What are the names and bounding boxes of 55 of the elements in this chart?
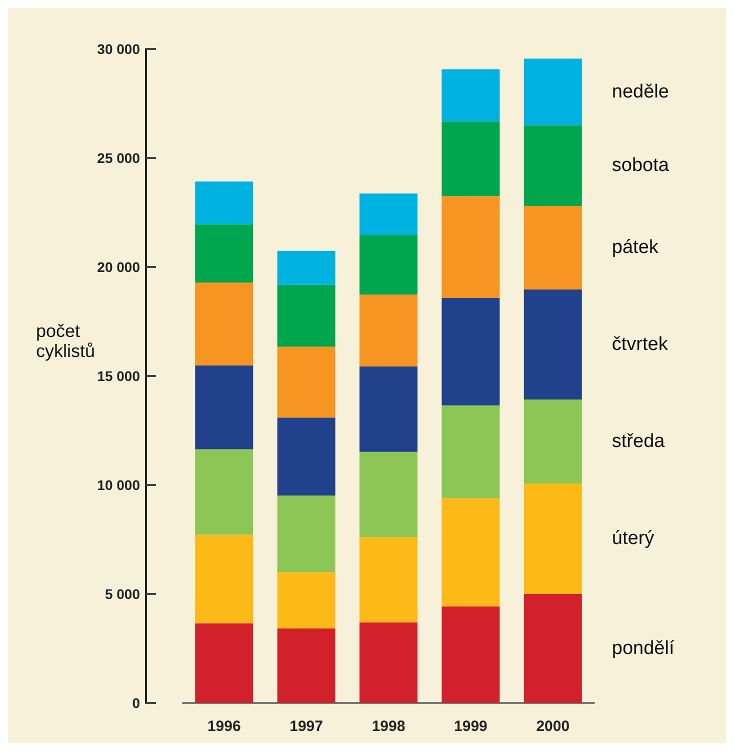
bar — [195, 623, 254, 703]
bar — [442, 69, 500, 122]
y-tick-label: 0 — [132, 695, 140, 711]
x-tick-label: 1997 — [290, 718, 323, 735]
bar — [360, 294, 418, 366]
bar — [442, 498, 500, 606]
bar — [524, 289, 582, 400]
series-label: pátek — [612, 237, 659, 258]
series-label: středa — [612, 431, 666, 452]
x-tick-label: 2000 — [536, 718, 570, 735]
bar — [360, 452, 418, 538]
bar — [195, 224, 254, 282]
series-label: čtvrtek — [612, 334, 668, 355]
bar — [277, 572, 336, 628]
series-label: úterý — [612, 528, 655, 550]
y-tick-label: 5 000 — [104, 586, 140, 602]
bar — [195, 182, 254, 224]
series-label: neděle — [612, 81, 669, 102]
bar — [360, 234, 418, 295]
bar — [524, 125, 582, 206]
bar — [360, 366, 418, 452]
x-tick-label: 1996 — [207, 718, 241, 735]
bar — [277, 418, 336, 496]
y-axis-title: počet cyklistů — [36, 321, 96, 361]
y-tick-label: 25 000 — [97, 150, 140, 166]
bar — [277, 250, 336, 285]
bar — [524, 483, 582, 594]
bar — [524, 594, 582, 703]
bar — [277, 346, 336, 418]
bar — [524, 206, 582, 290]
series-label: pondělí — [612, 638, 675, 659]
bar — [524, 400, 582, 484]
bar — [195, 534, 254, 624]
bar — [360, 622, 418, 703]
y-tick-label: 30 000 — [97, 41, 140, 57]
x-tick-label: 1999 — [454, 718, 488, 735]
x-tick-label: 1998 — [372, 718, 406, 735]
bar — [277, 628, 336, 703]
bar — [442, 298, 500, 406]
bar — [524, 58, 582, 126]
bar — [442, 606, 500, 703]
series-label: sobota — [612, 155, 670, 176]
bar — [277, 284, 336, 347]
y-tick-label: 15 000 — [97, 368, 140, 384]
bar — [195, 282, 254, 366]
bar — [277, 495, 336, 572]
bar — [442, 405, 500, 498]
bar — [195, 365, 254, 450]
y-tick-label: 20 000 — [97, 259, 140, 275]
bar — [442, 122, 500, 196]
bar — [360, 537, 418, 622]
y-tick-label: 10 000 — [97, 477, 140, 493]
bar — [442, 196, 500, 298]
bar — [195, 449, 254, 535]
bar — [360, 194, 418, 235]
